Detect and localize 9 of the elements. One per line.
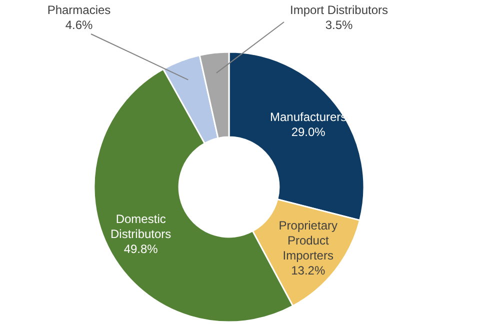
slice-label: Proprietary Product Importers bbox=[278, 218, 338, 263]
data-label: 3.5% bbox=[325, 18, 353, 32]
slice-label: Domestic Distributors bbox=[110, 212, 172, 242]
slice-label: Import Distributors bbox=[290, 3, 388, 17]
data-label: 4.6% bbox=[65, 18, 93, 32]
data-label: 29.0% bbox=[291, 125, 326, 140]
slice-label: Pharmacies bbox=[47, 3, 111, 17]
data-label: 49.8% bbox=[124, 242, 158, 256]
data-label: 13.2% bbox=[291, 264, 326, 278]
